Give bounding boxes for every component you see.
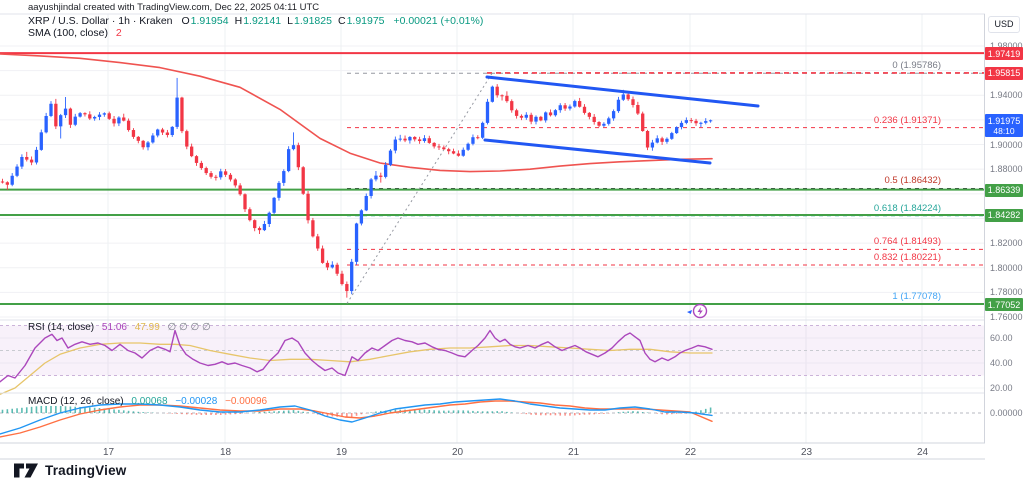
currency-toggle[interactable]: USD (988, 16, 1020, 33)
fib-label: 0 (1.95786) (892, 60, 941, 72)
macd-line (0, 398, 713, 435)
macd-signal-value: −0.00096 (225, 396, 268, 407)
price-scale[interactable]: USD 1.98000 1.94000 1.90000 1.88000 1.82000 1… (985, 0, 1024, 460)
price-level-badge: 1.86339 (985, 183, 1023, 197)
scale-tick: 1.88000 (990, 164, 1023, 175)
macd-hist-value: 0.00068 (131, 396, 168, 407)
symbol-title: XRP / U.S. Dollar · 1h · Kraken (28, 15, 173, 27)
rsi-label: RSI (14, close) (28, 322, 95, 333)
macd-label: MACD (12, 26, close) (28, 396, 124, 407)
chart-area[interactable]: XRP / U.S. Dollar · 1h · Kraken O1.91954… (0, 0, 985, 460)
scale-tick: 40.00 (990, 358, 1013, 368)
bar-countdown: 48:10 (993, 125, 1015, 136)
price-level-badge: 1.77052 (985, 298, 1023, 312)
time-axis-label: 18 (220, 447, 232, 458)
ohlc-value: 1.92141 (243, 15, 282, 27)
rsi-ma-value: 47.99 (134, 322, 160, 333)
time-axis-label: 21 (568, 447, 580, 458)
scale-tick: 1.82000 (990, 238, 1023, 249)
time-axis-label: 20 (452, 447, 464, 458)
ohlc-value: 1.91825 (294, 15, 332, 27)
sma-label: SMA (100, close) (28, 27, 108, 39)
scale-tick: 20.00 (990, 383, 1013, 393)
change-value: +0.00021 (+0.01%) (393, 15, 484, 27)
macd-signal-line (0, 400, 713, 438)
ohlc-key: O (181, 15, 190, 27)
price-level-badge: 1.95815 (985, 66, 1023, 80)
fib-label: 0.764 (1.81493) (873, 236, 941, 248)
fib-label: 0.5 (1.86432) (884, 175, 941, 187)
sma-value: 2 (115, 27, 122, 39)
rsi-hidden-values: ∅ ∅ ∅ ∅ (167, 322, 211, 333)
macd-legend: MACD (12, 26, close) 0.00068 −0.00028 −0… (28, 396, 267, 407)
tradingview-brand-text: TradingView (45, 463, 127, 478)
macd-histogram (1, 405, 712, 418)
fib-label: 0.832 (1.80221) (873, 252, 941, 263)
ohlc-key: C (337, 15, 346, 27)
chart-canvas[interactable] (0, 0, 985, 460)
tradingview-mark-icon (14, 463, 38, 478)
scale-tick: 1.90000 (990, 139, 1023, 150)
scale-tick: 0.00000 (990, 408, 1023, 418)
scale-tick: 1.80000 (990, 262, 1023, 273)
rsi-value: 51.06 (101, 322, 127, 333)
footer: TradingView (0, 460, 1024, 488)
price-level-badge: 1.97419 (985, 47, 1023, 61)
gridlines (0, 14, 985, 443)
candles[interactable] (0, 77, 713, 298)
tradingview-logo[interactable]: TradingView (14, 463, 126, 478)
ohlc-value: 1.91975 (346, 15, 385, 27)
scale-tick: 1.94000 (990, 90, 1023, 101)
time-axis-label: 19 (336, 447, 348, 458)
flash-icon[interactable] (687, 303, 708, 319)
fib-base-trendline[interactable] (346, 73, 493, 304)
time-axis-label: 23 (801, 447, 813, 458)
scale-tick: 1.98000 (990, 41, 1023, 51)
time-axis-label: 24 (917, 447, 929, 458)
rsi-line (0, 329, 713, 383)
ohlc-key: L (287, 15, 293, 27)
scale-tick: 1.76000 (990, 311, 1023, 322)
trendline[interactable] (485, 75, 760, 108)
attribution-text: aayushjindal created with TradingView.co… (28, 2, 320, 13)
time-axis-label: 17 (103, 447, 115, 458)
fib-label: 0.618 (1.84224) (873, 202, 941, 214)
fib-label: 0.236 (1.91371) (873, 114, 941, 126)
sma-legend: SMA (100, close) 2 (28, 27, 122, 39)
macd-line-value: −0.00028 (175, 396, 218, 407)
symbol-legend: XRP / U.S. Dollar · 1h · Kraken O1.91954… (28, 15, 483, 27)
trendline[interactable] (483, 138, 712, 165)
ohlc-key: H (234, 15, 243, 27)
fib-label: 1 (1.77078) (892, 290, 941, 302)
scale-tick: 1.78000 (990, 287, 1023, 298)
ohlc-value: 1.91954 (190, 15, 229, 27)
time-axis-label: 22 (685, 447, 697, 458)
last-price-badge: 1.91975 48:10 (985, 114, 1023, 138)
rsi-legend: RSI (14, close) 51.06 47.99 ∅ ∅ ∅ ∅ (28, 322, 211, 333)
scale-tick: 60.00 (990, 333, 1013, 343)
rsi-ma-line (0, 342, 713, 395)
ohlc-values: O1.91954 H1.92141 L1.91825 C1.91975 (175, 15, 384, 27)
sma-line (0, 53, 713, 173)
price-level-badge: 1.84282 (985, 208, 1023, 222)
